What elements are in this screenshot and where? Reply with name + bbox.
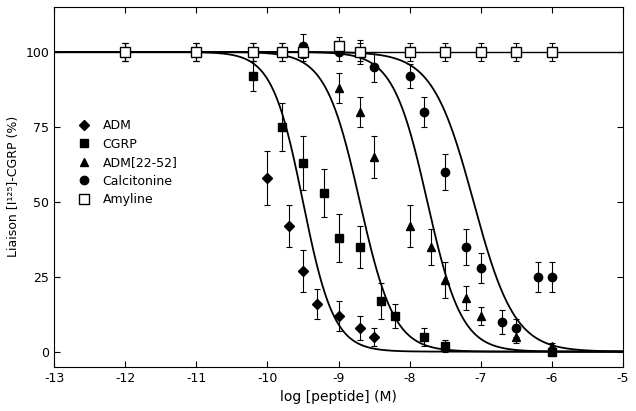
Y-axis label: Liaison [I¹²⁵]-CGRP (%): Liaison [I¹²⁵]-CGRP (%) — [7, 116, 20, 257]
X-axis label: log [peptide] (M): log [peptide] (M) — [280, 390, 397, 404]
Legend: ADM, CGRP, ADM[22-52], Calcitonine, Amyline: ADM, CGRP, ADM[22-52], Calcitonine, Amyl… — [66, 114, 183, 211]
